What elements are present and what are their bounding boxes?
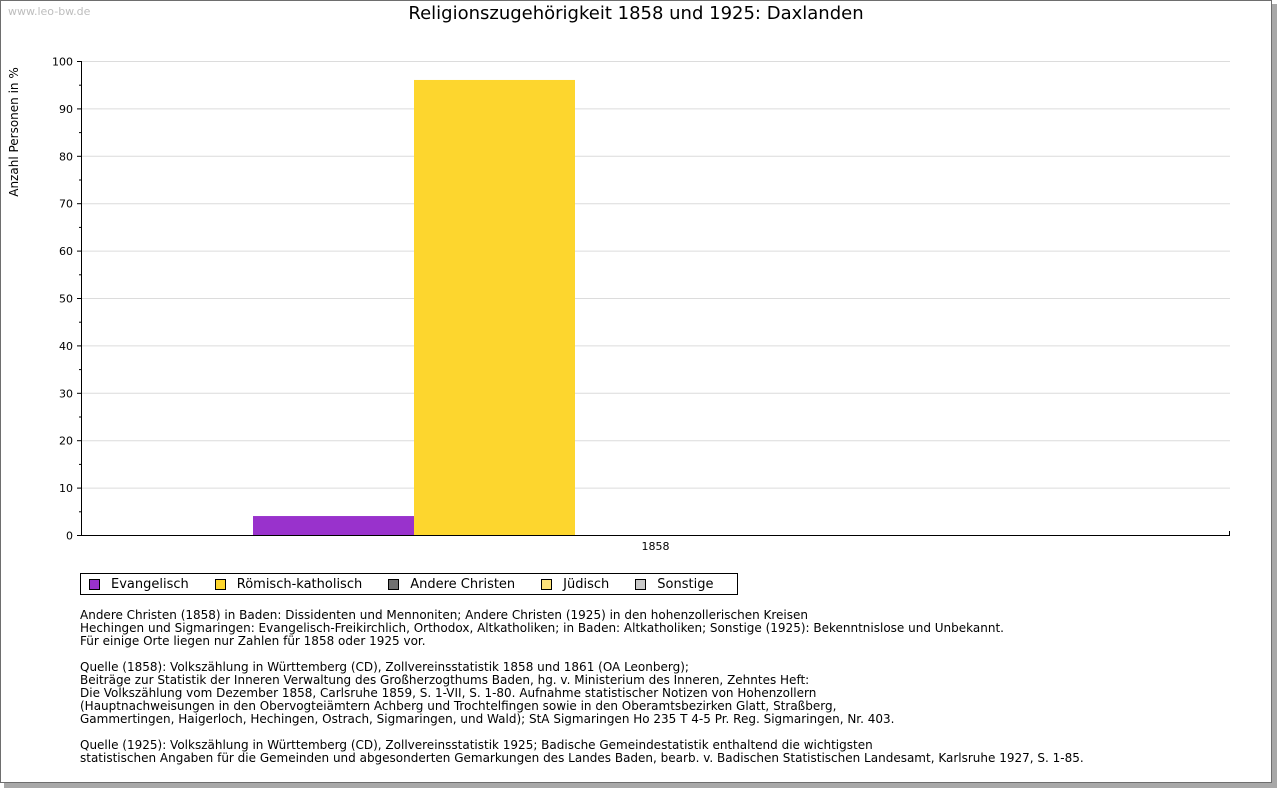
bar-evangelisch-1858 (253, 516, 414, 535)
footnotes: Andere Christen (1858) in Baden: Disside… (80, 609, 1260, 778)
y-tick-label-80: 80 (59, 150, 73, 163)
x-tick-label-1858: 1858 (642, 540, 670, 553)
legend-label-r-misch-katholisch: Römisch-katholisch (236, 576, 363, 592)
legend-item-r-misch-katholisch: Römisch-katholisch (214, 576, 363, 592)
bar-r-misch-katholisch-1858 (414, 79, 575, 536)
legend-item-andere-christen: Andere Christen (388, 577, 515, 592)
legend-swatch-sonstige (635, 578, 647, 590)
frame-shadow-right (1272, 4, 1277, 787)
legend-label-evangelisch: Evangelisch (111, 576, 189, 592)
bar-chart: 0 10 20 30 40 50 60 70 80 90 100 1858 (52, 56, 1230, 553)
y-tick-label-50: 50 (59, 293, 73, 306)
legend-item-sonstige: Sonstige (635, 577, 713, 592)
legend-swatch-evangelisch (89, 578, 100, 590)
note-definitions: Andere Christen (1858) in Baden: Disside… (80, 608, 1004, 648)
y-tick-label-20: 20 (59, 435, 73, 448)
y-tick-label-90: 90 (59, 103, 73, 116)
legend-item-j-disch: Jüdisch (541, 577, 609, 592)
y-tick-label-10: 10 (59, 482, 73, 495)
y-tick-label-60: 60 (59, 245, 73, 258)
note-source-1925: Quelle (1925): Volkszählung in Württembe… (80, 738, 1084, 765)
frame-shadow-bottom (4, 783, 1277, 788)
y-tick-label-30: 30 (59, 387, 73, 400)
legend-swatch-j-disch (541, 578, 553, 590)
legend-label-j-disch: Jüdisch (563, 576, 610, 592)
y-tick-label-40: 40 (59, 340, 73, 353)
y-tick-label-70: 70 (59, 198, 73, 211)
legend-swatch-r-misch-katholisch (214, 578, 226, 590)
note-source-1858: Quelle (1858): Volkszählung in Württembe… (80, 660, 895, 726)
legend-label-sonstige: Sonstige (657, 576, 714, 592)
watermark: www.leo-bw.de (8, 5, 91, 18)
legend-item-evangelisch: Evangelisch (89, 577, 189, 592)
legend: Evangelisch Römisch-katholisch Andere Chri… (80, 573, 738, 595)
legend-swatch-andere-christen (388, 578, 400, 590)
y-tick-label-0: 0 (66, 530, 73, 543)
y-tick-label-100: 100 (52, 56, 73, 69)
chart-title: Religionszugehörigkeit 1858 und 1925: Da… (408, 3, 864, 24)
legend-label-andere-christen: Andere Christen (410, 576, 516, 592)
